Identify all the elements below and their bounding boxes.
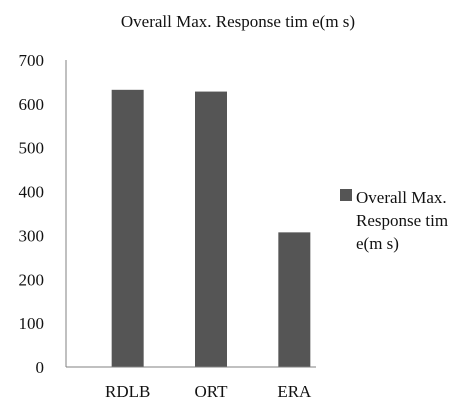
y-tick-label: 500 <box>19 139 45 158</box>
chart-title: Overall Max. Response tim e(m s) <box>121 12 355 31</box>
bar-era <box>278 232 311 367</box>
y-axis-ticks: 0 100 200 300 400 500 600 700 <box>19 51 45 377</box>
y-tick-label: 200 <box>19 270 45 289</box>
bar-rdlb <box>111 89 144 367</box>
legend-label: Overall Max. Response tim e(m s) <box>356 188 449 253</box>
bar-ort <box>195 91 227 367</box>
legend: Overall Max. Response tim e(m s) <box>340 186 452 255</box>
legend-swatch <box>340 189 352 201</box>
bars <box>111 89 311 367</box>
x-axis-ticks: RDLB ORT ERA <box>105 382 312 401</box>
y-tick-label: 0 <box>36 358 45 377</box>
y-tick-label: 300 <box>19 226 45 245</box>
y-tick-label: 600 <box>19 95 45 114</box>
x-tick-label-ort: ORT <box>195 382 229 401</box>
y-tick-label: 100 <box>19 314 45 333</box>
y-tick-label: 400 <box>19 183 45 202</box>
y-tick-label: 700 <box>19 51 45 70</box>
x-tick-label-rdlb: RDLB <box>105 382 150 401</box>
x-tick-label-era: ERA <box>277 382 312 401</box>
